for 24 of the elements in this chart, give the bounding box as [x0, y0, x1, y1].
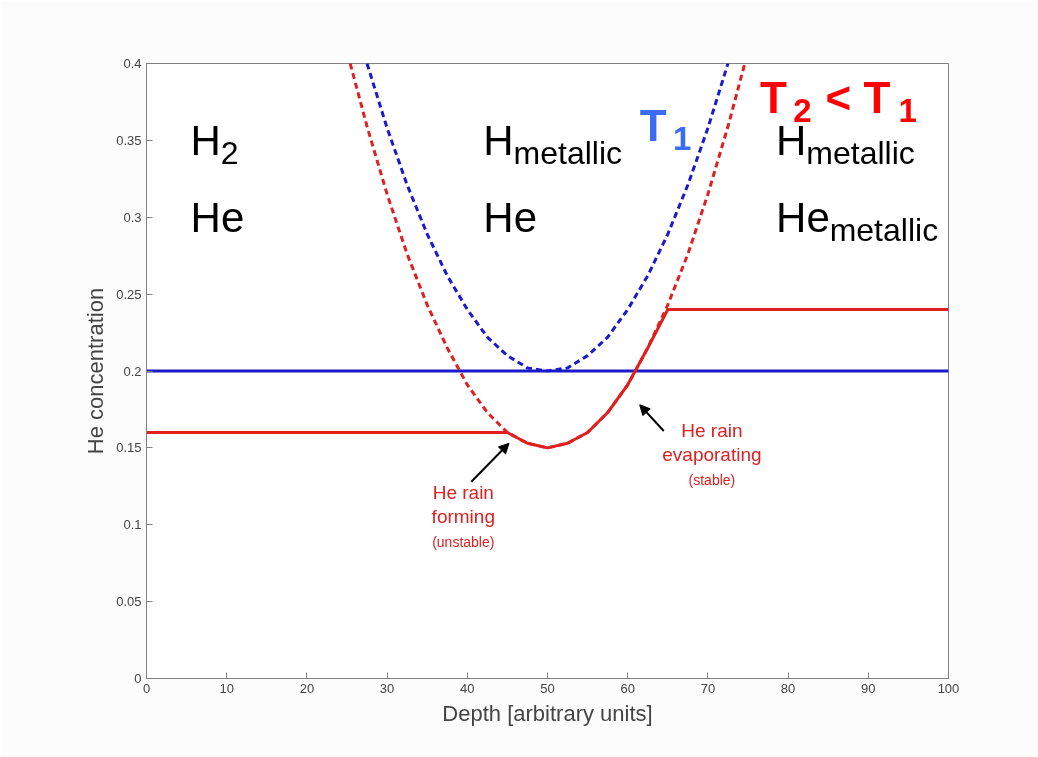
x-tick-label: 100 — [937, 680, 960, 696]
x-tick-label: 40 — [460, 680, 475, 696]
x-tick-label: 70 — [700, 680, 716, 696]
y-tick-label: 0.4 — [123, 56, 142, 71]
x-tick-label: 30 — [379, 680, 395, 696]
x-axis-title: Depth [arbitrary units] — [442, 700, 653, 726]
y-tick-label: 0.1 — [123, 517, 142, 533]
x-tick-label: 50 — [540, 680, 555, 696]
y-tick-label: 0.05 — [116, 594, 142, 610]
y-tick-label: 0.25 — [116, 286, 142, 302]
x-tick-label: 10 — [219, 680, 234, 696]
annotation: He — [190, 193, 245, 241]
annotation: He rain forming (unstable) — [431, 481, 495, 550]
y-tick-label: 0.3 — [123, 209, 142, 225]
x-tick-label: 90 — [861, 680, 876, 696]
annotation: He rain evaporating (stable) — [662, 420, 762, 489]
x-tick-label: 80 — [780, 680, 796, 696]
y-tick-label: 0.15 — [116, 440, 142, 456]
y-tick-label: 0.2 — [123, 363, 142, 379]
y-axis-title: He concentration — [83, 287, 109, 455]
y-tick-label: 0.35 — [116, 132, 142, 148]
x-tick-label: 60 — [620, 680, 635, 696]
x-tick-label: 20 — [299, 680, 315, 696]
annotation: He — [483, 193, 538, 241]
